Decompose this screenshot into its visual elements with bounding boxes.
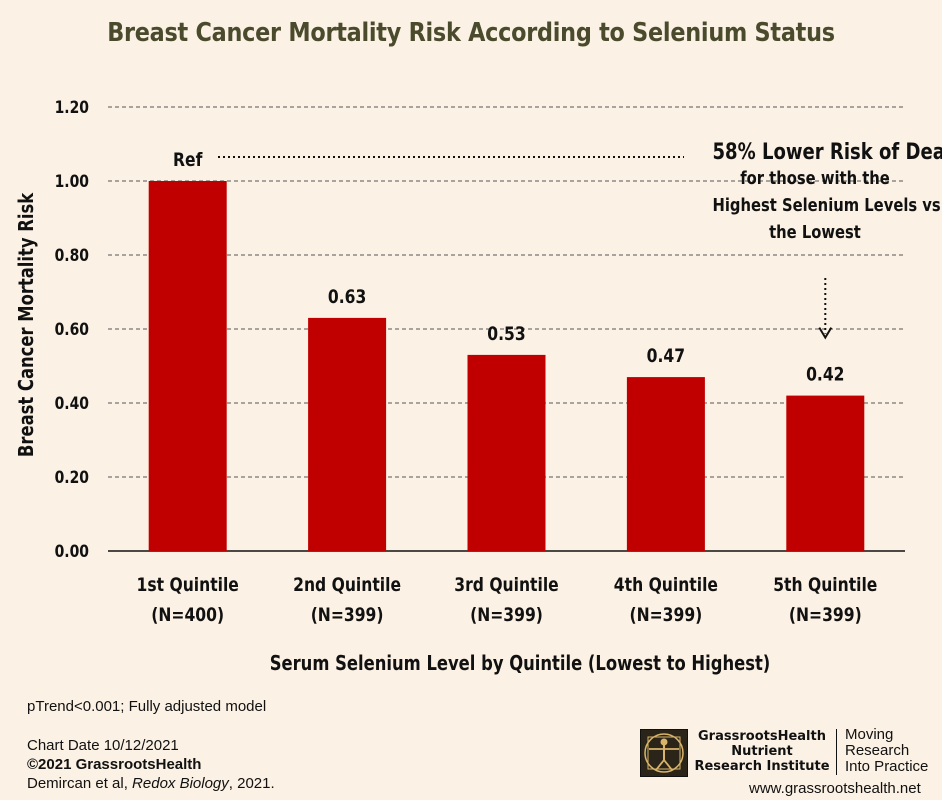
y-tick-label: 1.20 (55, 98, 90, 118)
tagline-line: Research (845, 742, 910, 759)
x-tick-label: 5th Quintile (773, 575, 877, 597)
data-label: Ref (173, 150, 203, 172)
data-labels: Ref 0.63 0.53 0.47 0.42 (173, 150, 844, 386)
citation-suffix: , 2021. (228, 775, 275, 792)
y-tick-label: 1.00 (55, 172, 90, 192)
logo-divider (836, 729, 837, 775)
x-tick-labels: 1st Quintile (N=400) 2nd Quintile (N=399) 3r… (137, 575, 878, 627)
bar (148, 181, 227, 551)
x-tick-sample-size: (N=399) (629, 605, 702, 627)
website-link[interactable]: www.grassrootshealth.net (749, 780, 921, 797)
annotation-line: the Lowest (769, 222, 861, 243)
logo-line: GrassrootsHealth (698, 729, 826, 744)
data-label: 0.63 (328, 286, 366, 308)
bar (308, 317, 387, 551)
citation-journal: Redox Biology (132, 775, 229, 792)
logo-text: GrassrootsHealth Nutrient Research Insti… (692, 729, 832, 774)
x-tick-sample-size: (N=400) (151, 605, 224, 627)
annotation-headline: 58% Lower Risk of Death (712, 140, 942, 165)
tagline: Moving Research Into Practice (845, 727, 928, 775)
citation: Demircan et al, Redox Biology, 2021. (27, 775, 275, 792)
x-tick-label: 4th Quintile (614, 575, 718, 597)
x-tick-sample-size: (N=399) (789, 605, 862, 627)
x-tick-label: 1st Quintile (137, 575, 239, 597)
arrow-head-icon (818, 327, 833, 340)
logo-line: Nutrient (731, 744, 793, 759)
logo-line: Research Institute (694, 759, 830, 774)
bar (626, 377, 705, 551)
y-tick-label: 0.20 (55, 468, 90, 488)
annotation: 58% Lower Risk of Death for those with t… (690, 140, 942, 246)
x-tick-label: 2nd Quintile (293, 575, 401, 597)
data-label: 0.47 (647, 346, 685, 368)
y-tick-label: 0.40 (55, 394, 90, 414)
bars (148, 181, 865, 551)
x-tick-label: 3rd Quintile (454, 575, 558, 597)
y-tick-labels: 0.00 0.20 0.40 0.60 0.80 1.00 1.20 (55, 98, 90, 562)
bar (786, 395, 865, 551)
bar (467, 354, 546, 551)
tagline-line: Into Practice (845, 758, 929, 775)
y-tick-label: 0.80 (55, 246, 90, 266)
y-tick-label: 0.60 (55, 320, 90, 340)
x-axis-label: Serum Selenium Level by Quintile (Lowest… (270, 653, 771, 676)
data-label: 0.53 (487, 323, 525, 345)
vitruvian-logo-icon (640, 729, 688, 777)
citation-prefix: Demircan et al, (27, 775, 133, 792)
y-axis-label: Breast Cancer Mortality Risk (16, 192, 39, 457)
annotation-line: for those with the (740, 168, 890, 189)
data-label: 0.42 (806, 364, 844, 386)
copyright: ©2021 GrassrootsHealth (27, 756, 202, 773)
chart-date: Chart Date 10/12/2021 (27, 737, 179, 754)
tagline-line: Moving (845, 726, 894, 743)
x-tick-sample-size: (N=399) (470, 605, 543, 627)
ptrend-note: pTrend<0.001; Fully adjusted model (27, 698, 267, 715)
y-tick-label: 0.00 (55, 542, 90, 562)
x-tick-sample-size: (N=399) (311, 605, 384, 627)
chart-title: Breast Cancer Mortality Risk According t… (107, 18, 835, 48)
annotation-line: Highest Selenium Levels vs (712, 195, 941, 216)
